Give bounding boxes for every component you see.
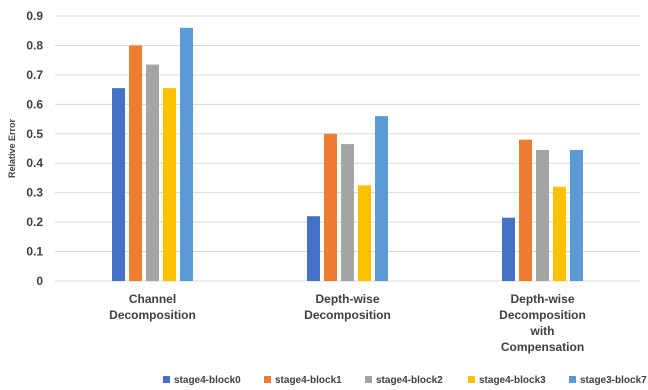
y-tick-label: 0.6 bbox=[26, 97, 43, 111]
y-tick-label: 0.7 bbox=[26, 68, 43, 82]
legend-swatch bbox=[468, 376, 475, 383]
bar-stage4-block2-cat1 bbox=[341, 144, 354, 281]
legend-swatch bbox=[569, 376, 576, 383]
y-axis-ticks: 0 0.1 0.2 0.3 0.4 0.5 0.6 0.7 0.8 0.9 bbox=[26, 9, 43, 288]
legend-label: stage4-block2 bbox=[376, 375, 443, 386]
category-label: Depth-wise Decomposition bbox=[304, 292, 391, 322]
bar-stage4-block2-cat2 bbox=[536, 149, 549, 281]
bar-stage4-block1-cat2 bbox=[519, 139, 532, 281]
y-tick-label: 0.2 bbox=[26, 215, 43, 229]
bar-stage4-block0-cat1 bbox=[307, 216, 320, 281]
bar-stage4-block1-cat1 bbox=[324, 133, 337, 281]
x-axis-categories: Channel Decomposition Depth-wise Decomposit… bbox=[109, 292, 586, 354]
legend: stage4-block0 stage4-block1 stage4-block2 s… bbox=[163, 375, 647, 386]
y-tick-label: 0.4 bbox=[26, 156, 43, 170]
legend-label: stage4-block0 bbox=[174, 375, 241, 386]
bar-stage3-block7-cat1 bbox=[375, 116, 388, 281]
bar-stage4-block1-cat0 bbox=[129, 45, 142, 281]
bar-stage4-block2-cat0 bbox=[146, 64, 159, 281]
y-tick-label: 0.5 bbox=[26, 127, 43, 141]
bar-stage4-block3-cat2 bbox=[553, 186, 566, 281]
bar-stage4-block0-cat2 bbox=[502, 217, 515, 281]
bar-stage3-block7-cat2 bbox=[570, 149, 583, 281]
bars bbox=[112, 27, 583, 282]
category-label: Depth-wise Decomposition with Compensation bbox=[499, 292, 586, 354]
category-label: Channel Decomposition bbox=[109, 292, 196, 322]
legend-swatch bbox=[163, 376, 170, 383]
y-tick-label: 0.1 bbox=[26, 245, 43, 259]
legend-label: stage3-block7 bbox=[580, 375, 647, 386]
bar-stage4-block3-cat0 bbox=[163, 88, 176, 281]
y-tick-label: 0.9 bbox=[26, 9, 43, 23]
bar-stage3-block7-cat0 bbox=[180, 27, 193, 282]
legend-label: stage4-block1 bbox=[275, 375, 342, 386]
bar-stage4-block0-cat0 bbox=[112, 88, 125, 281]
legend-label: stage4-block3 bbox=[479, 375, 546, 386]
y-axis-label: Relative Error bbox=[7, 118, 17, 178]
y-tick-label: 0.8 bbox=[26, 38, 43, 52]
y-tick-label: 0 bbox=[36, 274, 43, 288]
legend-swatch bbox=[264, 376, 271, 383]
legend-swatch bbox=[365, 376, 372, 383]
y-tick-label: 0.3 bbox=[26, 186, 43, 200]
bar-stage4-block3-cat1 bbox=[358, 185, 371, 281]
